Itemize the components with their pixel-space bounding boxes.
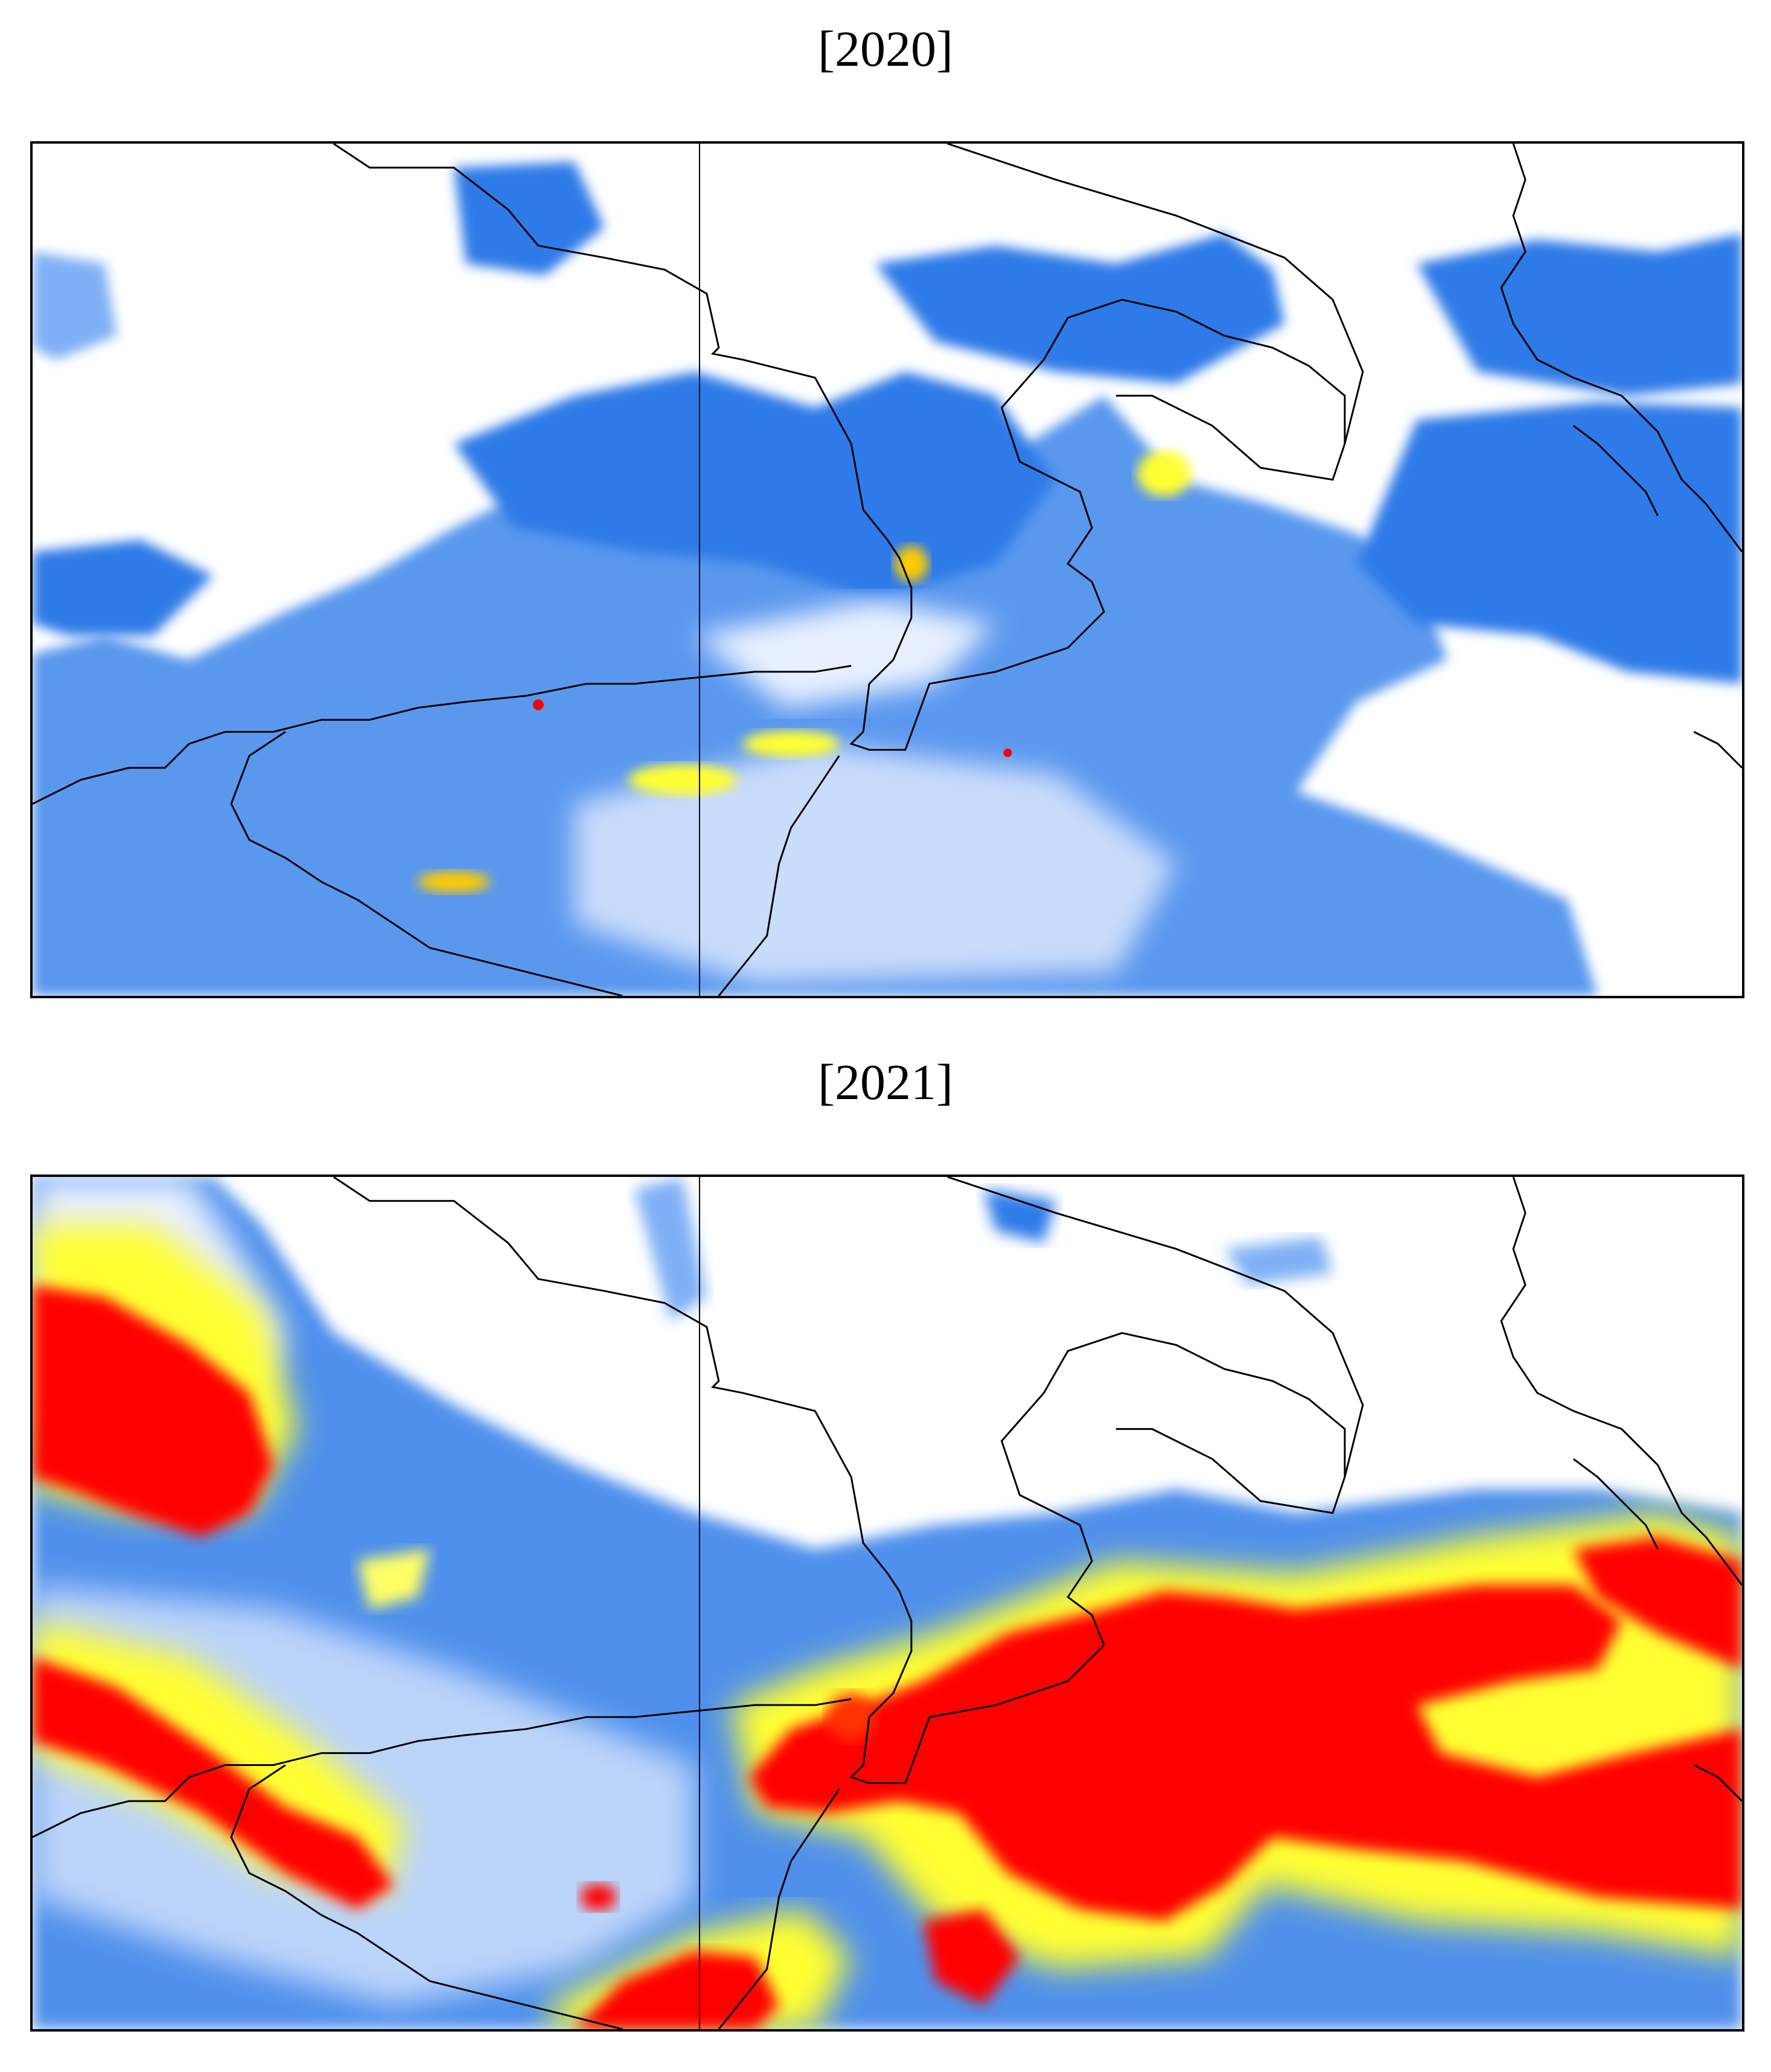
concentration-field-2020 [33,161,1742,996]
map-panel-2021 [30,1175,1744,2032]
panel-title-2020: [2020] [818,21,953,77]
coastline-2021 [33,1177,1742,2029]
concentration-field-2021 [33,1177,1742,2029]
coastline-2020 [33,144,1742,996]
panel-title-2021: [2021] [818,1054,953,1111]
map-panel-2020 [30,141,1744,998]
